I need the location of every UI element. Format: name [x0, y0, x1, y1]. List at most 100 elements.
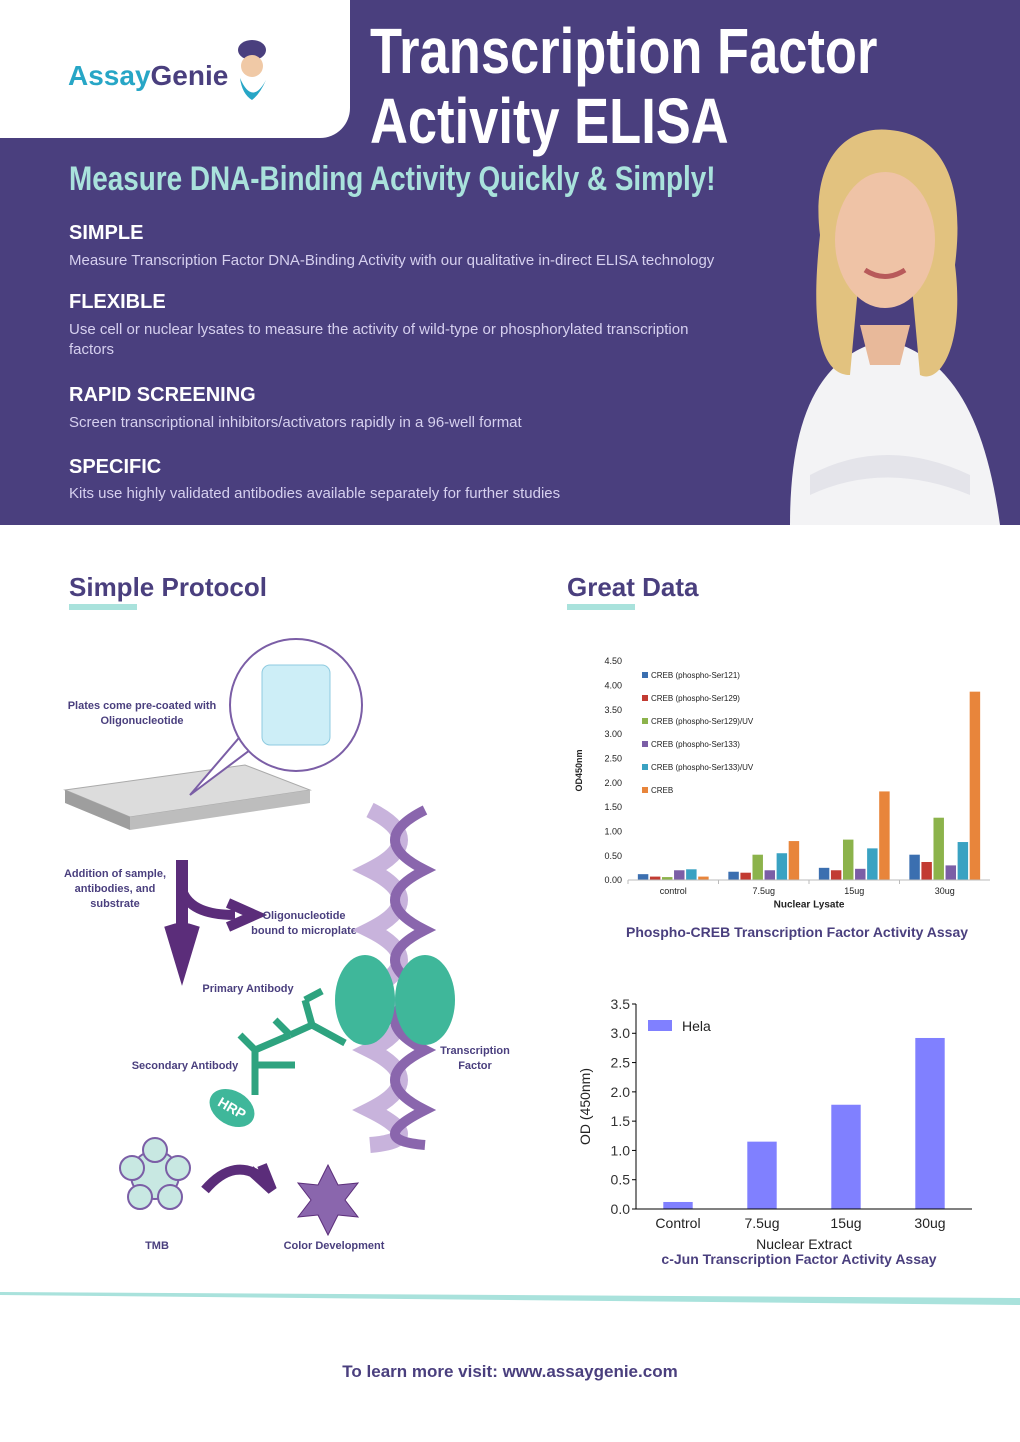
feature-text: Use cell or nuclear lysates to measure t…: [69, 321, 689, 358]
legend-label: CREB (phospho-Ser121): [651, 671, 740, 680]
feature-heading: SPECIFIC: [69, 456, 162, 478]
legend-label: CREB (phospho-Ser133): [651, 740, 740, 749]
chart: 0.0 0.5 1.0 1.5 2.0 2.5 3.0 3.5 Control 7.5ug 15ug…: [577, 996, 972, 1267]
hero-banner: Transcription Factor Activity ELISA Meas…: [0, 0, 1020, 525]
y-tick-label: 4.50: [604, 656, 622, 666]
y-tick-label: 0.5: [611, 1172, 631, 1188]
logo-box: AssayGenie: [0, 0, 350, 138]
section-heading: Simple Protocol: [69, 572, 267, 602]
bar: [661, 877, 673, 880]
bar: [921, 861, 932, 880]
heading-underline: [567, 604, 635, 610]
bar: [842, 839, 854, 880]
chart: 0.00 0.50 1.00 1.50 2.00 2.50 3.00 3.50 4.00 4.50…: [574, 656, 990, 940]
bar: [818, 867, 830, 880]
feature-text: Measure Transcription Factor DNA-Binding…: [69, 252, 715, 269]
diagram-label: Oligonucleotide: [262, 910, 345, 922]
legend-label: Hela: [682, 1018, 711, 1034]
x-tick-label: 15ug: [830, 1215, 861, 1231]
x-tick-label: 7.5ug: [744, 1215, 779, 1231]
diagram-label: Plates come pre-coated with: [68, 700, 217, 712]
x-axis-label: Nuclear Lysate: [774, 900, 845, 911]
x-tick-label: 15ug: [844, 886, 864, 896]
y-tick-label: 3.50: [604, 705, 622, 715]
y-tick-label: 2.0: [611, 1084, 631, 1100]
y-tick-label: 2.5: [611, 1054, 631, 1070]
feature-text: Screen transcriptional inhibitors/activa…: [69, 414, 522, 431]
x-tick-label: Control: [655, 1215, 700, 1231]
legend-swatch: [642, 672, 648, 678]
diagram-label: Color Development: [284, 1240, 385, 1252]
x-tick-label: 30ug: [914, 1215, 945, 1231]
feature-heading: FLEXIBLE: [69, 291, 166, 313]
bar: [879, 791, 890, 880]
bar: [764, 870, 776, 880]
y-tick-label: 1.00: [604, 826, 622, 836]
y-tick-label: 1.0: [611, 1142, 631, 1158]
diagram-label: Addition of sample,: [64, 868, 166, 880]
bar: [969, 691, 981, 880]
legend-label: CREB (phospho-Ser129): [651, 694, 740, 703]
y-axis-label: OD (450nm): [577, 1068, 593, 1145]
bar: [728, 871, 739, 880]
diagram-label: Oligonucleotide: [100, 715, 183, 727]
bar: [830, 870, 842, 880]
x-tick-label: control: [660, 886, 687, 896]
y-tick-label: 3.00: [604, 729, 622, 739]
x-tick-label: 7.5ug: [752, 886, 775, 896]
bar: [788, 841, 800, 880]
bar: [637, 874, 649, 880]
bar: [686, 869, 697, 880]
bar: [945, 865, 957, 880]
bar: [747, 1141, 777, 1209]
logo: AssayGenie: [68, 60, 228, 92]
bar: [957, 842, 969, 880]
y-tick-label: 0.00: [604, 875, 622, 885]
protocol-diagram: Plates come pre-coated with Oligonucleot…: [63, 638, 510, 1252]
diagram-label: Transcription: [440, 1045, 510, 1057]
diagram-label: TMB: [145, 1240, 169, 1252]
y-tick-label: 0.50: [604, 851, 622, 861]
chart-caption: c-Jun Transcription Factor Activity Assa…: [661, 1251, 936, 1267]
footer-link[interactable]: To learn more visit: www.assaygenie.com: [342, 1362, 678, 1381]
legend-swatch: [642, 718, 648, 724]
divider: [0, 1292, 1020, 1305]
chart-caption: Phospho-CREB Transcription Factor Activi…: [626, 924, 968, 940]
y-axis-label: OD450nm: [574, 749, 584, 791]
subtitle: Measure DNA-Binding Activity Quickly & S…: [69, 160, 716, 198]
y-tick-label: 1.5: [611, 1113, 631, 1129]
y-tick-label: 2.00: [604, 778, 622, 788]
legend-swatch: [648, 1020, 672, 1031]
diagram-label: antibodies, and: [75, 883, 156, 895]
y-tick-label: 4.00: [604, 680, 622, 690]
bar: [663, 1201, 693, 1209]
bar: [867, 848, 878, 880]
bar: [674, 870, 685, 880]
y-tick-label: 3.5: [611, 996, 631, 1012]
bar: [933, 817, 944, 880]
logo-text: Genie: [150, 60, 229, 91]
bar: [915, 1037, 945, 1209]
title-line: Activity ELISA: [370, 85, 729, 157]
legend-swatch: [642, 787, 648, 793]
diagram-label: substrate: [90, 898, 140, 910]
diagram-label: Factor: [458, 1060, 492, 1072]
legend-swatch: [642, 764, 648, 770]
bar: [649, 876, 661, 880]
diagram-label: bound to microplate: [251, 925, 357, 937]
scientist-photo: [790, 129, 1000, 525]
logo-genie: [238, 40, 266, 100]
diagram-label: Secondary Antibody: [132, 1060, 239, 1072]
logo-text: Assay: [68, 60, 151, 91]
x-tick-label: 30ug: [935, 886, 955, 896]
diagram-label: Primary Antibody: [202, 983, 294, 995]
y-tick-label: 1.50: [604, 802, 622, 812]
y-tick-label: 3.0: [611, 1025, 631, 1041]
bar: [740, 872, 751, 880]
bar: [855, 868, 866, 880]
title-line: Transcription Factor: [370, 15, 878, 87]
legend-swatch: [642, 741, 648, 747]
bar: [831, 1104, 861, 1209]
legend-label: CREB (phospho-Ser129)/UV: [651, 717, 754, 726]
